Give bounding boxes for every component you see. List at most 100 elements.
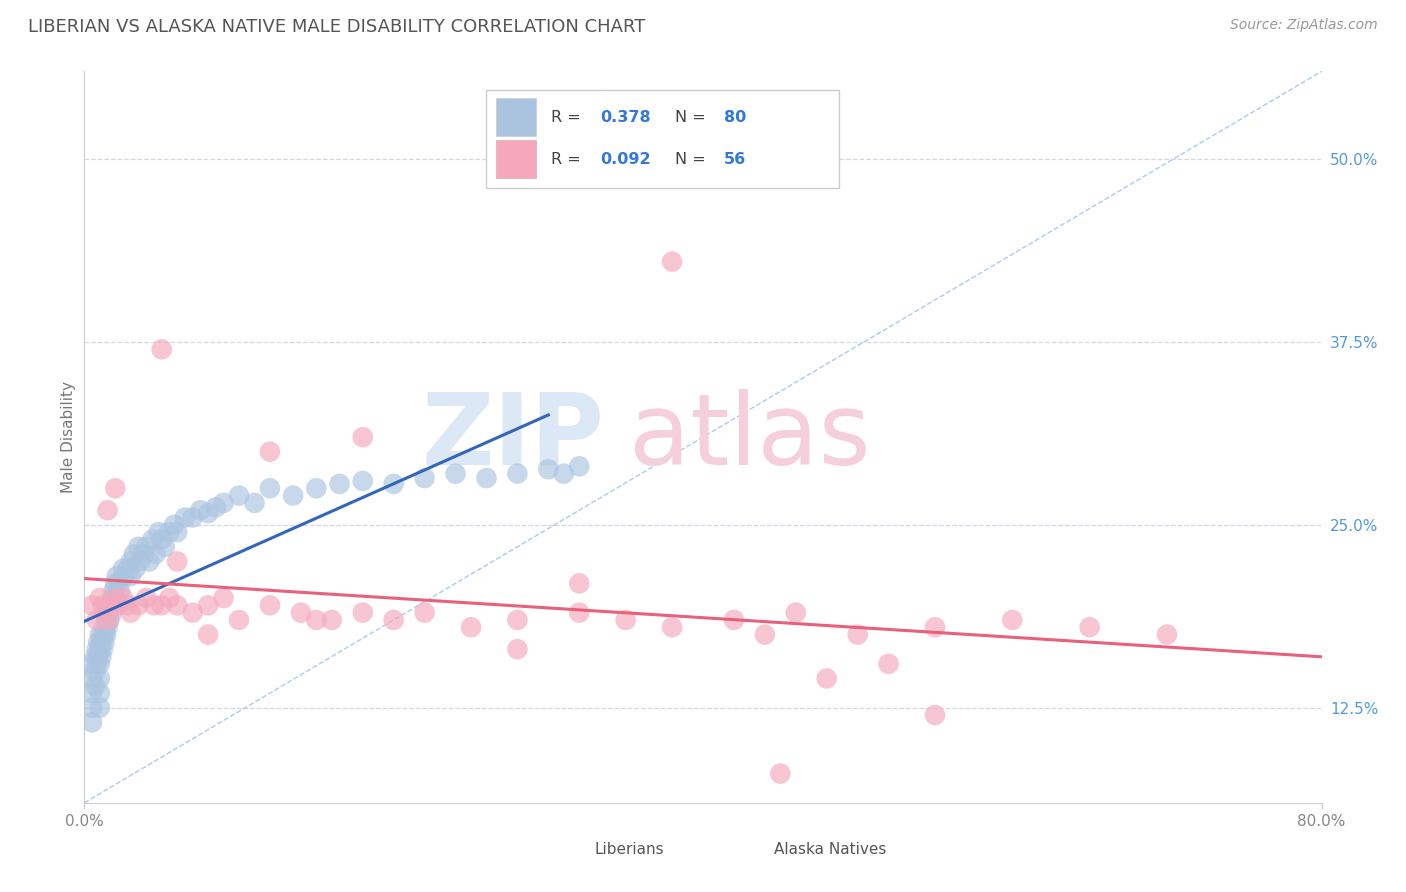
Point — [82, 657, 104, 671]
Point — [153, 540, 176, 554]
Text: Source: ZipAtlas.com: Source: ZipAtlas.com — [1230, 18, 1378, 32]
Point — [89, 642, 111, 657]
FancyBboxPatch shape — [496, 98, 536, 136]
Point — [143, 599, 166, 613]
Point — [98, 613, 121, 627]
Point — [112, 591, 135, 605]
Point — [150, 343, 173, 357]
Point — [321, 613, 343, 627]
Point — [166, 599, 188, 613]
Point — [96, 620, 118, 634]
Text: ZIP: ZIP — [422, 389, 605, 485]
Point — [506, 467, 529, 481]
Point — [98, 599, 121, 613]
Point — [84, 649, 107, 664]
Point — [117, 562, 139, 576]
Point — [163, 517, 186, 532]
Point — [135, 540, 157, 554]
Point — [1001, 613, 1024, 627]
Point — [101, 599, 124, 613]
Point — [94, 606, 117, 620]
Point — [174, 510, 197, 524]
Point — [568, 576, 591, 591]
Point — [281, 489, 305, 503]
Point — [197, 506, 219, 520]
Point — [129, 554, 152, 568]
Point — [84, 679, 107, 693]
Point — [86, 657, 108, 671]
Point — [1156, 627, 1178, 641]
Point — [212, 591, 235, 605]
Text: N =: N = — [675, 152, 710, 167]
Point — [444, 467, 467, 481]
Point — [107, 599, 129, 613]
Point — [188, 503, 211, 517]
Point — [537, 462, 560, 476]
Text: 0.092: 0.092 — [600, 152, 651, 167]
Point — [94, 613, 117, 627]
Point — [506, 613, 529, 627]
Point — [104, 591, 127, 605]
Point — [108, 583, 131, 598]
Point — [506, 642, 529, 657]
Point — [138, 554, 160, 568]
Point — [127, 540, 149, 554]
Point — [328, 476, 352, 491]
Point — [96, 503, 118, 517]
Point — [305, 613, 328, 627]
Point — [82, 686, 104, 700]
Point — [148, 525, 170, 540]
Point — [93, 620, 115, 634]
Point — [305, 481, 328, 495]
Point — [120, 606, 142, 620]
Point — [87, 635, 110, 649]
Point — [382, 613, 405, 627]
Point — [846, 627, 869, 641]
Point — [86, 613, 108, 627]
Text: R =: R = — [551, 110, 586, 125]
Point — [723, 613, 745, 627]
Point — [924, 708, 946, 723]
Point — [135, 591, 157, 605]
Point — [90, 635, 112, 649]
Text: 0.378: 0.378 — [600, 110, 651, 125]
Point — [877, 657, 900, 671]
Point — [568, 459, 591, 474]
Point — [754, 627, 776, 641]
Point — [413, 471, 436, 485]
Point — [166, 554, 188, 568]
Text: 80: 80 — [724, 110, 747, 125]
Point — [82, 599, 104, 613]
Point — [460, 620, 482, 634]
Point — [1078, 620, 1101, 634]
Text: Liberians: Liberians — [595, 842, 664, 857]
Point — [84, 664, 107, 678]
Point — [159, 591, 180, 605]
Point — [785, 606, 807, 620]
Text: Alaska Natives: Alaska Natives — [773, 842, 886, 857]
Point — [259, 444, 281, 458]
Point — [150, 533, 173, 547]
Point — [89, 627, 111, 641]
Point — [568, 606, 591, 620]
Point — [150, 599, 173, 613]
Point — [82, 715, 104, 730]
Point — [290, 606, 312, 620]
Point — [352, 606, 374, 620]
Point — [475, 471, 498, 485]
Text: atlas: atlas — [628, 389, 870, 485]
Point — [114, 569, 136, 583]
Y-axis label: Male Disability: Male Disability — [60, 381, 76, 493]
Point — [91, 627, 114, 641]
FancyBboxPatch shape — [496, 140, 536, 178]
Point — [104, 481, 127, 495]
FancyBboxPatch shape — [486, 90, 839, 188]
Point — [104, 591, 127, 605]
Point — [205, 500, 228, 515]
Point — [352, 430, 374, 444]
Point — [112, 562, 135, 576]
Point — [90, 649, 112, 664]
Point — [127, 599, 149, 613]
Point — [117, 599, 139, 613]
Text: R =: R = — [551, 152, 586, 167]
